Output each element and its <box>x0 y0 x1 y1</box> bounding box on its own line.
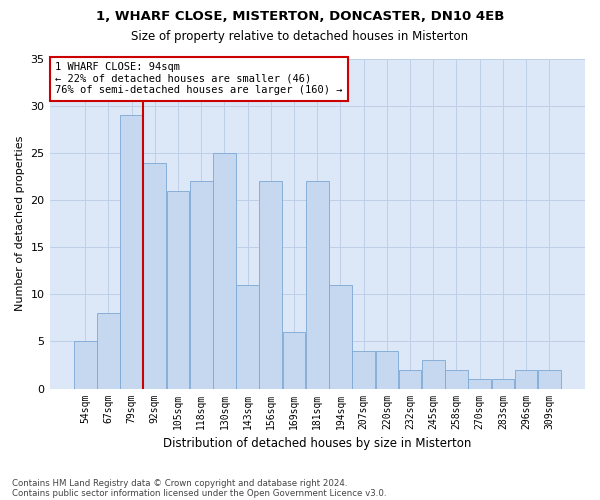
Bar <box>538 370 560 388</box>
Bar <box>167 191 190 388</box>
Bar <box>236 285 259 389</box>
Bar <box>469 379 491 388</box>
Bar <box>352 351 375 389</box>
Bar <box>491 379 514 388</box>
Bar <box>190 182 212 388</box>
Bar <box>329 285 352 389</box>
Bar <box>259 182 282 388</box>
Bar <box>515 370 538 388</box>
Text: Contains public sector information licensed under the Open Government Licence v3: Contains public sector information licen… <box>12 488 386 498</box>
Text: Contains HM Land Registry data © Crown copyright and database right 2024.: Contains HM Land Registry data © Crown c… <box>12 478 347 488</box>
Bar <box>74 342 97 388</box>
Bar <box>399 370 421 388</box>
Bar <box>445 370 468 388</box>
Text: 1, WHARF CLOSE, MISTERTON, DONCASTER, DN10 4EB: 1, WHARF CLOSE, MISTERTON, DONCASTER, DN… <box>96 10 504 23</box>
Bar <box>143 162 166 388</box>
Bar <box>120 116 143 388</box>
Text: Size of property relative to detached houses in Misterton: Size of property relative to detached ho… <box>131 30 469 43</box>
Bar <box>97 313 120 388</box>
Text: 1 WHARF CLOSE: 94sqm
← 22% of detached houses are smaller (46)
76% of semi-detac: 1 WHARF CLOSE: 94sqm ← 22% of detached h… <box>55 62 343 96</box>
Bar <box>422 360 445 388</box>
Y-axis label: Number of detached properties: Number of detached properties <box>15 136 25 312</box>
Bar <box>213 153 236 388</box>
X-axis label: Distribution of detached houses by size in Misterton: Distribution of detached houses by size … <box>163 437 472 450</box>
Bar <box>306 182 329 388</box>
Bar <box>283 332 305 388</box>
Bar <box>376 351 398 389</box>
